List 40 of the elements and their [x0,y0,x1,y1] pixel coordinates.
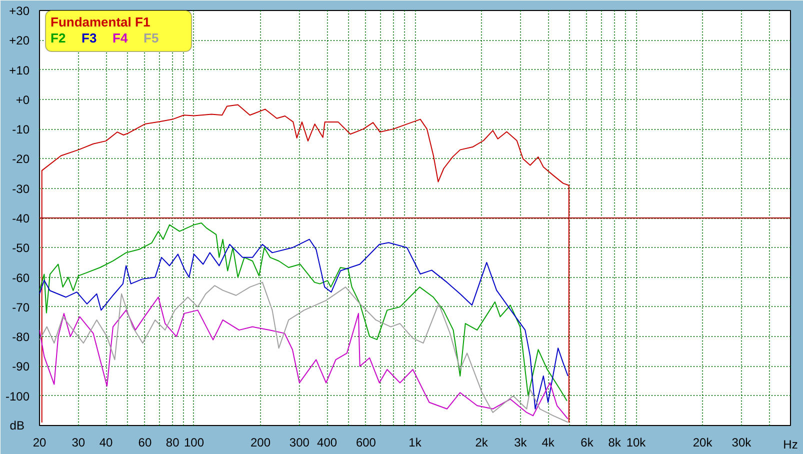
y-tick-label: -40 [12,212,30,226]
x-tick-label: 80 [166,436,180,450]
y-tick-label: -80 [12,330,30,344]
x-tick-label: 100 [184,436,204,450]
x-axis-title: Hz [783,438,798,452]
x-tick-label: 30 [72,436,86,450]
y-tick-label: +20 [9,34,30,48]
x-tick-label: 20 [32,436,46,450]
y-tick-label: -70 [12,300,30,314]
y-tick-label: -10 [12,122,30,137]
y-tick-label: -60 [12,270,30,285]
y-tick-label: -50 [12,241,30,256]
text: F4 [112,30,128,46]
x-tick-label: 60 [138,436,152,450]
x-tick-label: 1k [408,436,422,450]
y-tick-label: +30 [9,4,30,18]
y-axis-title: dB [10,418,24,432]
y-tick-label: -20 [12,152,30,166]
x-tick-label: 300 [289,436,310,450]
x-tick-label: 40 [99,436,114,450]
y-tick-label: +10 [9,63,30,78]
x-tick-label: 4k [542,436,556,450]
x-tick-label: 3k [514,436,528,450]
x-tick-label: 400 [317,436,338,450]
y-tick-label: +0 [16,92,30,107]
text: F3 [82,30,97,46]
x-tick-label: 10k [626,436,647,450]
text: Fundamental F1 [50,14,150,30]
x-tick-label: 6k [580,436,594,450]
y-tick-label: -30 [12,182,30,196]
text: F5 [144,30,159,46]
y-tick-label: -100 [5,389,30,404]
x-tick-label: 200 [250,436,271,450]
x-tick-label: 30k [732,436,752,450]
x-tick-label: 8k [608,436,622,450]
x-tick-label: 2k [475,436,489,450]
x-tick-label: 20k [692,436,714,450]
x-tick-label: 600 [356,436,376,450]
text: F2 [50,30,66,46]
y-tick-label: -90 [12,360,30,374]
